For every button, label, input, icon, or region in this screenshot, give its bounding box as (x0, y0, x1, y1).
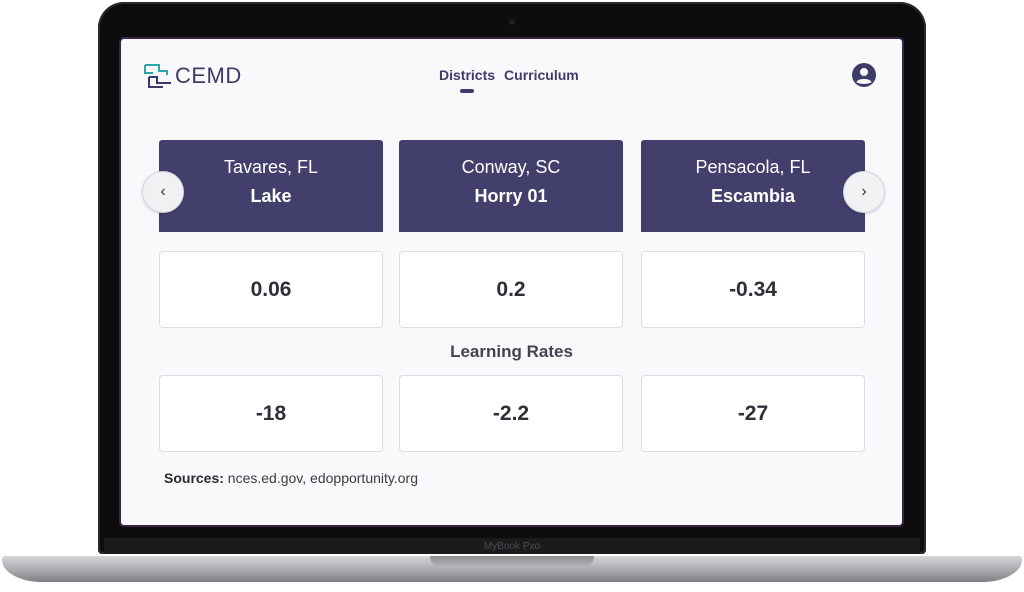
district-city: Tavares, FL (223, 157, 319, 177)
top-nav: Districts Curriculum (439, 67, 579, 83)
district-name: Lake (250, 186, 292, 206)
carousel-prev-button[interactable]: ‹ (142, 171, 184, 213)
sources-label: Sources: (164, 470, 224, 486)
device-label: MyBook Pxo (483, 541, 541, 552)
active-tab-indicator (460, 89, 474, 93)
nav-curriculum[interactable]: Curriculum (504, 67, 579, 83)
carousel-next-button[interactable]: › (843, 171, 885, 213)
chevron-right-icon: › (861, 183, 867, 200)
district-name: Escambia (710, 186, 796, 206)
score-value: 0.2 (399, 251, 623, 328)
district-name: Horry 01 (474, 186, 548, 206)
learning-rates-heading: Learning Rates (450, 342, 573, 361)
score-value: 0.06 (159, 251, 383, 328)
app-screen: CEMD Districts Curriculum Tavares, FL La… (121, 39, 902, 525)
webcam (509, 19, 515, 25)
laptop-chin (104, 538, 920, 554)
district-city: Conway, SC (461, 157, 561, 177)
district-city: Pensacola, FL (695, 157, 811, 177)
sources-list: nces.ed.gov, edopportunity.org (223, 470, 418, 486)
score-value: -0.34 (641, 251, 865, 328)
logo-mark-icon (144, 64, 171, 88)
district-card-horry[interactable]: Conway, SC Horry 01 (399, 140, 623, 232)
district-card-lake[interactable]: Tavares, FL Lake (159, 140, 383, 232)
district-card-escambia[interactable]: Pensacola, FL Escambia (641, 140, 865, 232)
laptop-notch (430, 556, 594, 568)
brand-name: CEMD (175, 63, 242, 88)
chevron-left-icon: ‹ (160, 183, 166, 200)
user-profile-icon[interactable] (852, 63, 876, 87)
logo[interactable]: CEMD (143, 62, 242, 90)
nav-districts[interactable]: Districts (439, 67, 496, 83)
learning-rate-value: -18 (159, 375, 383, 452)
sources-note: Sources: nces.ed.gov, edopportunity.org (164, 470, 418, 486)
learning-rate-value: -2.2 (399, 375, 623, 452)
learning-rate-value: -27 (641, 375, 865, 452)
